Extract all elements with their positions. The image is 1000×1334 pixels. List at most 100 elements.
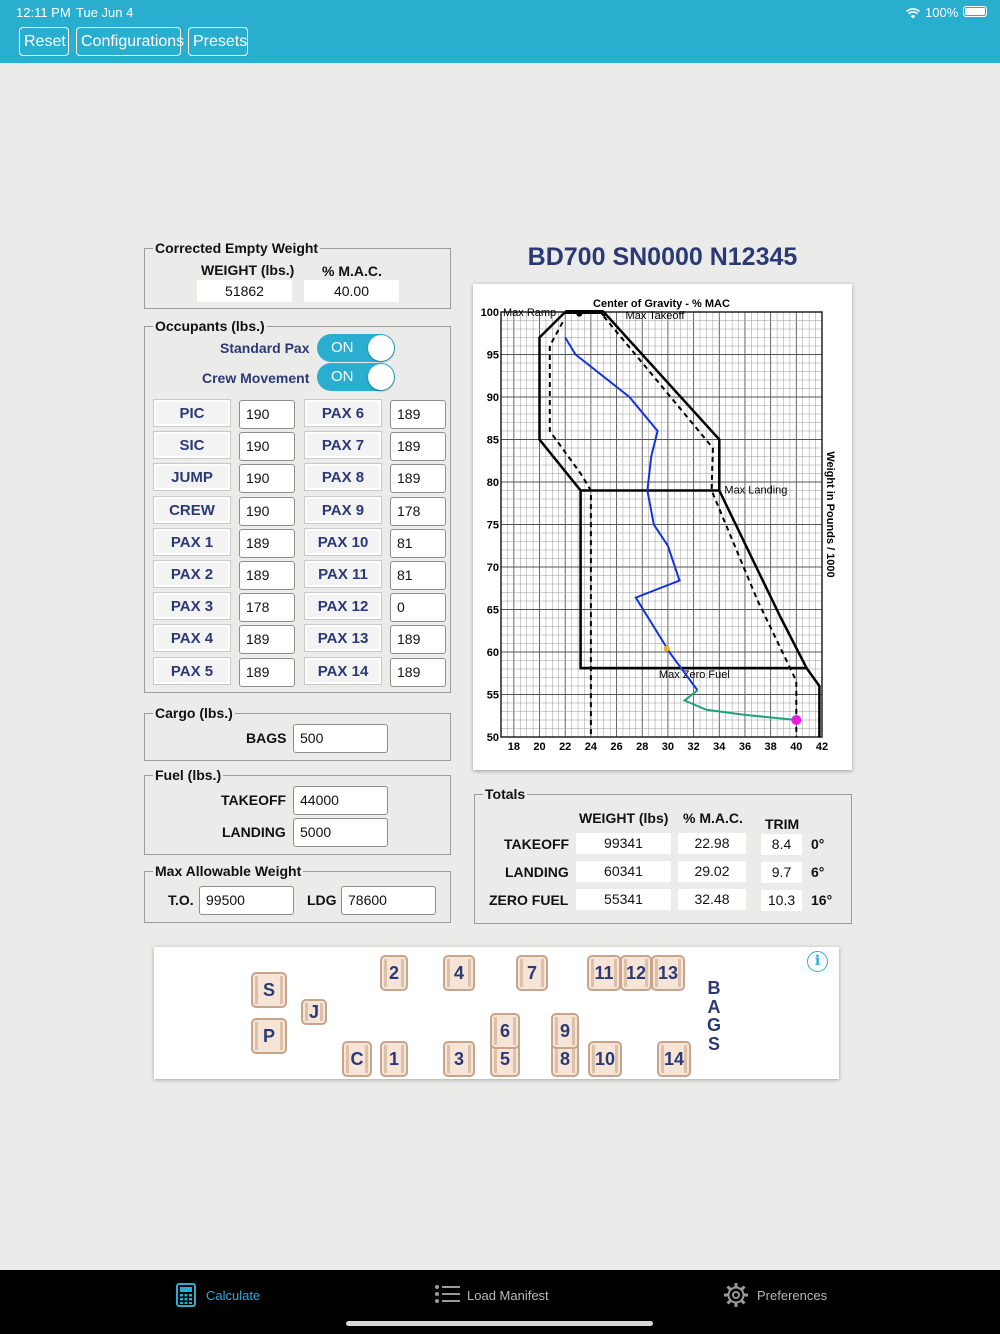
cg-marker: [791, 715, 802, 725]
totals-weight-value: 60341: [576, 861, 671, 882]
occupant-weight-field[interactable]: 190: [239, 464, 295, 493]
occupant-weight-field[interactable]: 189: [239, 561, 295, 590]
x-tick-label: 28: [636, 741, 648, 753]
occupant-button[interactable]: PAX 4: [153, 624, 231, 652]
cg-chart: Center of Gravity - % MAC Weight in Pound…: [481, 298, 836, 753]
occupant-button[interactable]: PAX 10: [304, 528, 382, 556]
top-bar: 12:11 PM Tue Jun 4 100% Reset Configurat…: [0, 0, 1000, 63]
occupant-weight-field[interactable]: 189: [239, 529, 295, 558]
totals-weight-header: WEIGHT (lbs): [579, 810, 669, 826]
battery-icon: [963, 6, 987, 17]
occupant-weight-field[interactable]: 189: [390, 464, 446, 493]
reset-button[interactable]: Reset: [19, 27, 69, 56]
x-tick-label: 26: [610, 741, 622, 753]
totals-trim-value: 9.7: [761, 862, 802, 883]
tab-load-manifest[interactable]: Load Manifest: [430, 1270, 570, 1320]
occupants-group: Occupants (lbs.) Standard Pax ON Crew Mo…: [144, 318, 451, 693]
annotation-label: Max Zero Fuel: [659, 669, 730, 681]
cew-weight-header: WEIGHT (lbs.): [201, 262, 295, 278]
fuel-title: Fuel (lbs.): [153, 767, 224, 783]
occupant-weight-field[interactable]: 189: [390, 432, 446, 461]
occupant-weight-field[interactable]: 189: [390, 625, 446, 654]
info-icon[interactable]: i: [807, 951, 828, 972]
fuel-takeoff-label: TAKEOFF: [221, 792, 287, 808]
seat-13[interactable]: 13: [651, 955, 685, 991]
seat-4[interactable]: 4: [443, 955, 475, 991]
totals-mac-value: 29.02: [678, 861, 746, 882]
max-to-field[interactable]: 99500: [199, 886, 294, 915]
cew-weight-field[interactable]: 51862: [197, 280, 292, 302]
max-allowable-weight-group: Max Allowable Weight T.O. 99500 LDG 7860…: [144, 863, 451, 923]
seat-s[interactable]: S: [251, 972, 287, 1008]
standard-pax-toggle[interactable]: ON: [317, 334, 395, 362]
max-ldg-field[interactable]: 78600: [341, 886, 436, 915]
occupant-button[interactable]: PAX 1: [153, 528, 231, 556]
occupant-button[interactable]: PIC: [153, 399, 231, 427]
occupant-button[interactable]: JUMP: [153, 463, 231, 491]
occupant-button[interactable]: SIC: [153, 431, 231, 459]
occupant-weight-field[interactable]: 189: [390, 400, 446, 429]
fuel-landing-field[interactable]: 5000: [293, 818, 388, 847]
x-tick-label: 36: [739, 741, 751, 753]
seat-c[interactable]: C: [342, 1041, 372, 1077]
bags-field[interactable]: 500: [293, 724, 388, 753]
seat-j[interactable]: J: [301, 999, 327, 1025]
x-tick-label: 20: [533, 741, 545, 753]
seat-p[interactable]: P: [251, 1018, 287, 1054]
occupant-weight-field[interactable]: 189: [390, 658, 446, 687]
occupant-weight-field[interactable]: 178: [390, 497, 446, 526]
seat-2[interactable]: 2: [380, 955, 408, 991]
occupant-button[interactable]: CREW: [153, 496, 231, 524]
occupant-button[interactable]: PAX 11: [304, 560, 382, 588]
list-icon: [434, 1284, 460, 1309]
x-tick-label: 40: [790, 741, 802, 753]
totals-group: Totals WEIGHT (lbs) % M.A.C. TRIM TAKEOF…: [474, 786, 852, 924]
occupant-button[interactable]: PAX 7: [304, 431, 382, 459]
totals-trim-value: 8.4: [761, 834, 802, 855]
cew-mac-field[interactable]: 40.00: [304, 280, 399, 302]
y-tick-label: 60: [487, 647, 499, 659]
seat-7[interactable]: 7: [516, 955, 548, 991]
occupant-weight-field[interactable]: 190: [239, 432, 295, 461]
seat-9[interactable]: 9: [551, 1013, 579, 1049]
fuel-takeoff-field[interactable]: 44000: [293, 786, 388, 815]
occupant-button[interactable]: PAX 9: [304, 496, 382, 524]
occupant-button[interactable]: PAX 8: [304, 463, 382, 491]
occupant-weight-field[interactable]: 190: [239, 497, 295, 526]
occupant-weight-field[interactable]: 178: [239, 593, 295, 622]
seat-10[interactable]: 10: [588, 1041, 622, 1077]
standard-pax-state: ON: [331, 339, 354, 356]
occupant-weight-field[interactable]: 189: [239, 658, 295, 687]
occupant-weight-field[interactable]: 189: [239, 625, 295, 654]
occupant-button[interactable]: PAX 2: [153, 560, 231, 588]
y-tick-label: 85: [487, 435, 499, 447]
y-tick-label: 55: [487, 690, 499, 702]
seat-11[interactable]: 11: [587, 955, 621, 991]
occupant-button[interactable]: PAX 12: [304, 592, 382, 620]
seat-3[interactable]: 3: [443, 1041, 475, 1077]
seat-6[interactable]: 6: [490, 1013, 520, 1049]
occupant-weight-field[interactable]: 81: [390, 561, 446, 590]
seat-14[interactable]: 14: [657, 1041, 691, 1077]
x-tick-label: 22: [559, 741, 571, 753]
y-axis-label: Weight in Pounds / 1000: [824, 451, 836, 577]
occupant-button[interactable]: PAX 3: [153, 592, 231, 620]
tab-load-manifest-label: Load Manifest: [467, 1288, 549, 1303]
occupant-button[interactable]: PAX 13: [304, 624, 382, 652]
crew-movement-toggle[interactable]: ON: [317, 363, 395, 391]
wifi-icon: [906, 6, 920, 24]
occupant-button[interactable]: PAX 6: [304, 399, 382, 427]
tab-calculate[interactable]: Calculate: [165, 1270, 275, 1320]
presets-button[interactable]: Presets: [188, 27, 248, 56]
occupant-weight-field[interactable]: 0: [390, 593, 446, 622]
tab-preferences[interactable]: Preferences: [720, 1270, 840, 1320]
seat-1[interactable]: 1: [380, 1041, 408, 1077]
occupant-weight-field[interactable]: 190: [239, 400, 295, 429]
occupant-button[interactable]: PAX 5: [153, 657, 231, 685]
seat-12[interactable]: 12: [620, 955, 652, 991]
toggle-knob: [368, 364, 394, 390]
occupant-weight-field[interactable]: 81: [390, 529, 446, 558]
configurations-button[interactable]: Configurations: [76, 27, 184, 56]
x-tick-label: 32: [687, 741, 699, 753]
occupant-button[interactable]: PAX 14: [304, 657, 382, 685]
